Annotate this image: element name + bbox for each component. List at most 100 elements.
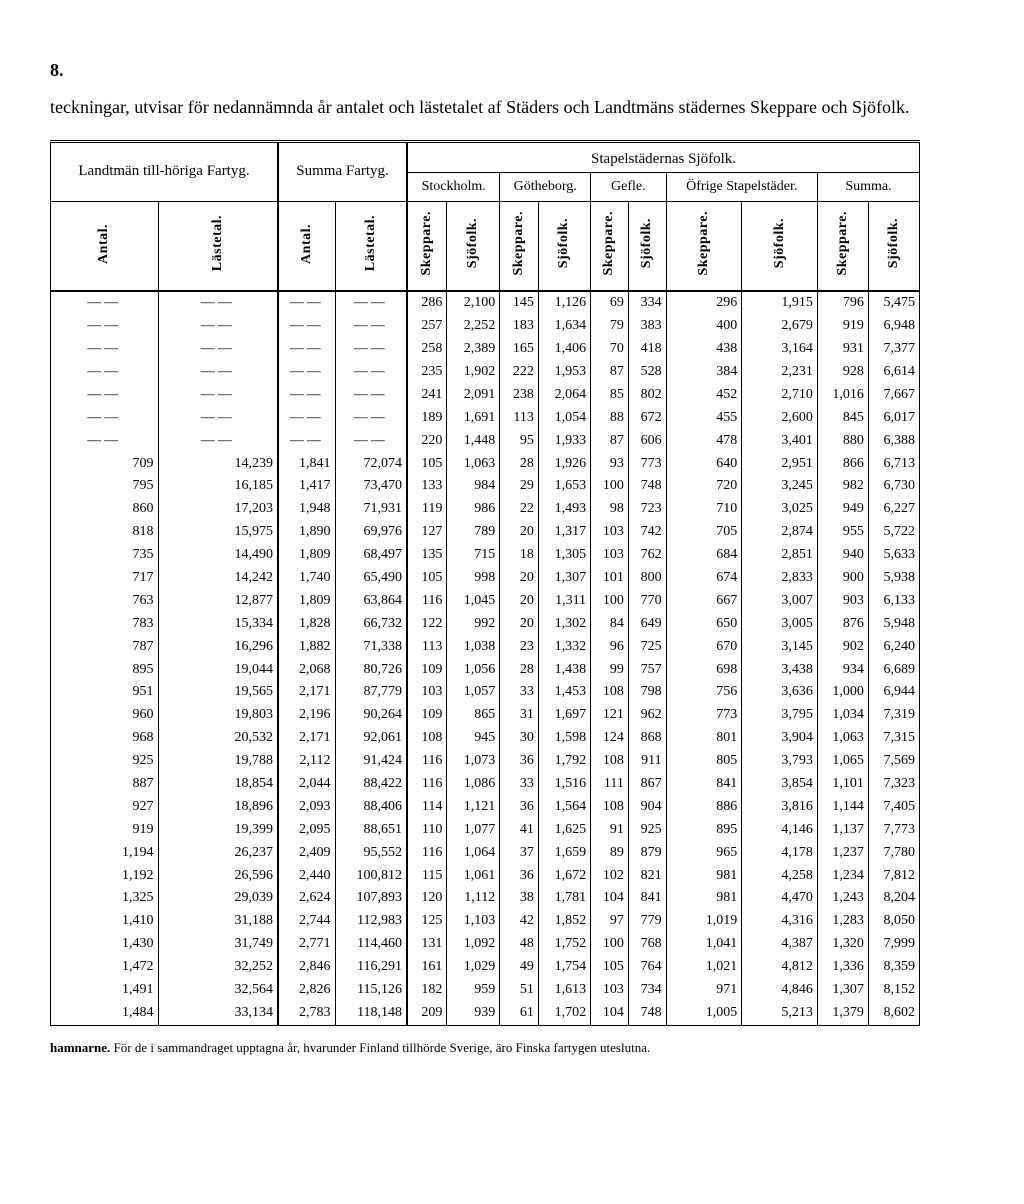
cell: —— bbox=[278, 407, 335, 430]
cell: 1,902 bbox=[447, 361, 500, 384]
cell: 841 bbox=[628, 887, 666, 910]
cell: 182 bbox=[407, 979, 447, 1002]
cell: 895 bbox=[51, 659, 159, 682]
table-row: ————————2201,448951,933876064783,4018806… bbox=[51, 430, 920, 453]
cell: 887 bbox=[51, 773, 159, 796]
cell: 8,050 bbox=[868, 910, 919, 933]
cell: 33 bbox=[500, 681, 539, 704]
cell: 88,651 bbox=[335, 819, 407, 842]
cell: 98 bbox=[591, 498, 629, 521]
table-row: 96820,5322,17192,061108945301,5981248688… bbox=[51, 727, 920, 750]
cell: 478 bbox=[666, 430, 742, 453]
header-stapel: Stapelstädernas Sjöfolk. bbox=[407, 141, 919, 172]
cell: 7,405 bbox=[868, 796, 919, 819]
cell: 2,095 bbox=[278, 819, 335, 842]
cell: 1,672 bbox=[538, 865, 590, 888]
cell: —— bbox=[51, 407, 159, 430]
cell: 33,134 bbox=[158, 1002, 278, 1025]
cell: 934 bbox=[817, 659, 868, 682]
cell: 1,325 bbox=[51, 887, 159, 910]
cell: 773 bbox=[628, 453, 666, 476]
cell: 7,377 bbox=[868, 338, 919, 361]
intro-paragraph: teckningar, utvisar för nedannämnda år a… bbox=[50, 93, 930, 122]
cell: 1,453 bbox=[538, 681, 590, 704]
cell: 36 bbox=[500, 750, 539, 773]
cell: 108 bbox=[591, 750, 629, 773]
cell: 6,689 bbox=[868, 659, 919, 682]
cell: 1,103 bbox=[447, 910, 500, 933]
cell: 1,493 bbox=[538, 498, 590, 521]
cell: 189 bbox=[407, 407, 447, 430]
cell: 1,144 bbox=[817, 796, 868, 819]
cell: 1,410 bbox=[51, 910, 159, 933]
cell: 7,999 bbox=[868, 933, 919, 956]
table-row: 76312,8771,80963,8641161,045201,31110077… bbox=[51, 590, 920, 613]
cell: 135 bbox=[407, 544, 447, 567]
cell: 16,296 bbox=[158, 636, 278, 659]
cell: 949 bbox=[817, 498, 868, 521]
cell: 984 bbox=[447, 475, 500, 498]
cell: 3,438 bbox=[742, 659, 818, 682]
cell: —— bbox=[51, 361, 159, 384]
cell: 109 bbox=[407, 704, 447, 727]
cell: 109 bbox=[407, 659, 447, 682]
cell: 2,171 bbox=[278, 681, 335, 704]
cell: 8,204 bbox=[868, 887, 919, 910]
cell: 1,137 bbox=[817, 819, 868, 842]
cell: 1,086 bbox=[447, 773, 500, 796]
table-row: 1,19226,5962,440100,8121151,061361,67210… bbox=[51, 865, 920, 888]
cell: 1,613 bbox=[538, 979, 590, 1002]
cell: 165 bbox=[500, 338, 539, 361]
cell: 28 bbox=[500, 659, 539, 682]
cell: 7,780 bbox=[868, 842, 919, 865]
cell: 4,387 bbox=[742, 933, 818, 956]
cell: 104 bbox=[591, 887, 629, 910]
cell: 23 bbox=[500, 636, 539, 659]
cell: 161 bbox=[407, 956, 447, 979]
cell: 3,007 bbox=[742, 590, 818, 613]
cell: 7,315 bbox=[868, 727, 919, 750]
table-row: 81815,9751,89069,976127789201,3171037427… bbox=[51, 521, 920, 544]
cell: 105 bbox=[407, 567, 447, 590]
cell: 118,148 bbox=[335, 1002, 407, 1025]
cell: 15,975 bbox=[158, 521, 278, 544]
cell: 26,596 bbox=[158, 865, 278, 888]
cell: —— bbox=[278, 384, 335, 407]
cell: 71,338 bbox=[335, 636, 407, 659]
cell: 981 bbox=[666, 887, 742, 910]
cell: 87,779 bbox=[335, 681, 407, 704]
cell: 3,854 bbox=[742, 773, 818, 796]
cell: 49 bbox=[500, 956, 539, 979]
cell: 2,679 bbox=[742, 315, 818, 338]
cell: 1,625 bbox=[538, 819, 590, 842]
cell: 1,073 bbox=[447, 750, 500, 773]
cell: 1,061 bbox=[447, 865, 500, 888]
cell: —— bbox=[335, 430, 407, 453]
cell: 868 bbox=[628, 727, 666, 750]
cell: 650 bbox=[666, 613, 742, 636]
cell: 122 bbox=[407, 613, 447, 636]
cell: 438 bbox=[666, 338, 742, 361]
cell: 113 bbox=[407, 636, 447, 659]
cell: 528 bbox=[628, 361, 666, 384]
cell: 1,852 bbox=[538, 910, 590, 933]
cell: 865 bbox=[447, 704, 500, 727]
table-row: 1,19426,2372,40995,5521161,064371,659898… bbox=[51, 842, 920, 865]
cell: 6,133 bbox=[868, 590, 919, 613]
table-row: 70914,2391,84172,0741051,063281,92693773… bbox=[51, 453, 920, 476]
cell: 2,874 bbox=[742, 521, 818, 544]
cell: 1,243 bbox=[817, 887, 868, 910]
cell: 1,092 bbox=[447, 933, 500, 956]
cell: 723 bbox=[628, 498, 666, 521]
cell: 183 bbox=[500, 315, 539, 338]
cell: 1,417 bbox=[278, 475, 335, 498]
cell: 127 bbox=[407, 521, 447, 544]
data-table: Landtmän till-höriga Fartyg. Summa Farty… bbox=[50, 140, 920, 1026]
cell: 768 bbox=[628, 933, 666, 956]
cell: 455 bbox=[666, 407, 742, 430]
cell: 384 bbox=[666, 361, 742, 384]
cell: 960 bbox=[51, 704, 159, 727]
cell: 748 bbox=[628, 475, 666, 498]
cell: 235 bbox=[407, 361, 447, 384]
cell: 1,021 bbox=[666, 956, 742, 979]
